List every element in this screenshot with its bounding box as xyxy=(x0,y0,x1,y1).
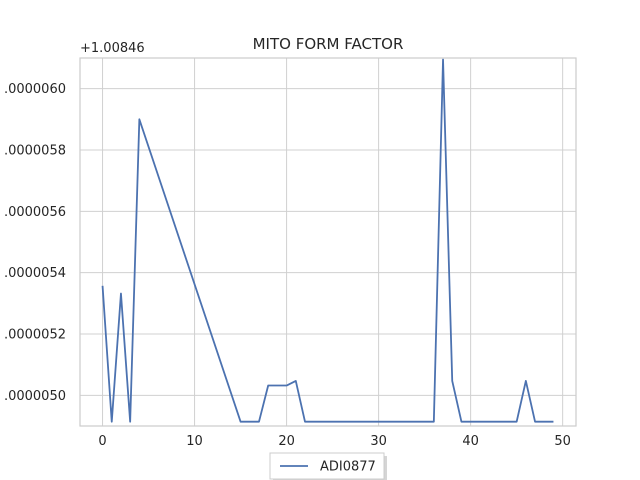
y-tick-label: .0000050 xyxy=(4,389,66,404)
y-tick-label: .0000060 xyxy=(4,82,66,97)
plot-frame xyxy=(79,57,577,427)
y-tick-label: .0000052 xyxy=(4,328,66,343)
legend-label: ADI0877 xyxy=(320,460,376,475)
x-tick-label: 10 xyxy=(186,434,203,449)
x-tick-label: 40 xyxy=(462,434,479,449)
y-tick-label: .0000058 xyxy=(4,144,66,159)
axis-ticks: 0 10 20 30 40 50 .0000050 .0000052 .0000054 .0000… xyxy=(4,82,571,449)
legend: ADI0877 xyxy=(269,452,387,480)
chart-title: MITO FORM FACTOR xyxy=(253,35,404,53)
x-tick-label: 30 xyxy=(370,434,387,449)
y-axis-offset-label: +1.00846 xyxy=(80,41,145,56)
y-tick-label: .0000056 xyxy=(4,205,66,220)
y-tick-label: .0000054 xyxy=(4,266,66,281)
plot-area xyxy=(101,58,554,423)
x-tick-label: 50 xyxy=(554,434,571,449)
x-tick-label: 0 xyxy=(98,434,106,449)
grid xyxy=(80,58,576,426)
series-line xyxy=(101,58,554,423)
x-tick-label: 20 xyxy=(278,434,295,449)
